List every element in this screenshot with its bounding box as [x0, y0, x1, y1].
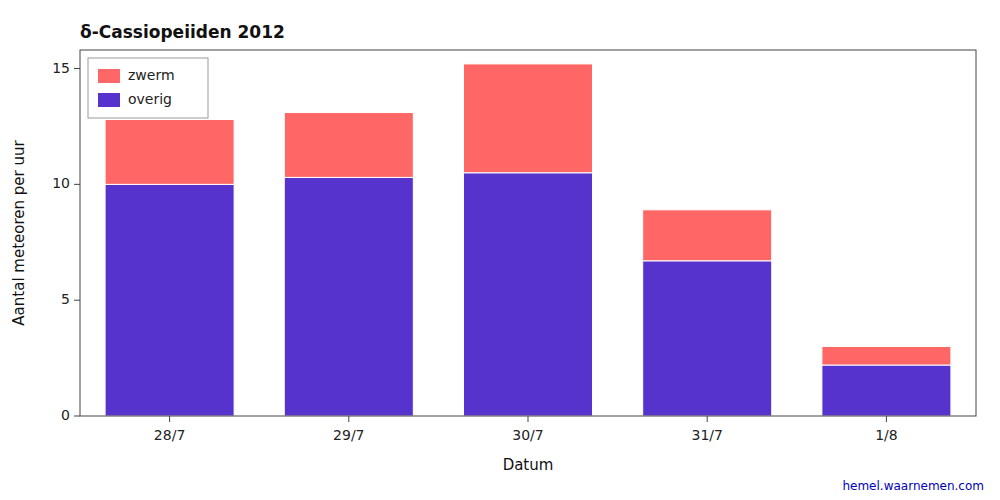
x-tick-label: 1/8 — [875, 427, 898, 443]
x-tick — [348, 416, 349, 422]
bar-segment — [822, 347, 951, 366]
x-tick — [169, 416, 170, 422]
y-tick-label: 0 — [61, 407, 70, 423]
y-tick-label: 5 — [61, 291, 70, 307]
bar-segment — [105, 184, 234, 416]
legend-box — [88, 58, 208, 118]
x-tick — [886, 416, 887, 422]
y-tick-label: 10 — [52, 175, 70, 191]
legend-swatch — [98, 69, 120, 83]
chart: 0 5 10 15 28/7 29/7 30/7 31/7 1/8 Datum Aantal met… — [0, 0, 1000, 500]
x-axis-label: Datum — [503, 456, 554, 474]
bar-segment — [643, 261, 772, 416]
x-tick-label: 31/7 — [691, 427, 722, 443]
bar-segment — [822, 365, 951, 416]
y-tick — [74, 68, 80, 69]
y-axis: 0 5 10 15 — [52, 60, 80, 423]
bar-segment — [463, 64, 592, 173]
chart-title: δ-Cassiopeiiden 2012 — [80, 22, 285, 42]
bar-segment — [105, 119, 234, 184]
y-tick-label: 15 — [52, 60, 70, 76]
x-tick — [528, 416, 529, 422]
x-tick-label: 29/7 — [333, 427, 364, 443]
bar-segment — [643, 210, 772, 261]
legend-swatch — [98, 93, 120, 107]
legend-label: zwerm — [128, 67, 175, 83]
bar-segment — [284, 113, 413, 178]
legend: zwerm overig — [88, 58, 208, 118]
y-tick — [74, 416, 80, 417]
bars — [105, 64, 951, 416]
y-axis-label: Aantal meteoren per uur — [10, 140, 28, 326]
watermark: hemel.waarnemen.com — [842, 479, 984, 493]
y-tick — [74, 184, 80, 185]
x-tick-label: 30/7 — [512, 427, 543, 443]
y-tick — [74, 300, 80, 301]
x-tick — [707, 416, 708, 422]
legend-label: overig — [128, 91, 172, 107]
bar-segment — [284, 177, 413, 416]
x-tick-label: 28/7 — [154, 427, 185, 443]
x-axis: 28/7 29/7 30/7 31/7 1/8 — [154, 416, 898, 443]
bar-segment — [463, 173, 592, 416]
chart-container: 0 5 10 15 28/7 29/7 30/7 31/7 1/8 Datum Aantal met… — [0, 0, 1000, 500]
plot-frame — [80, 50, 976, 416]
